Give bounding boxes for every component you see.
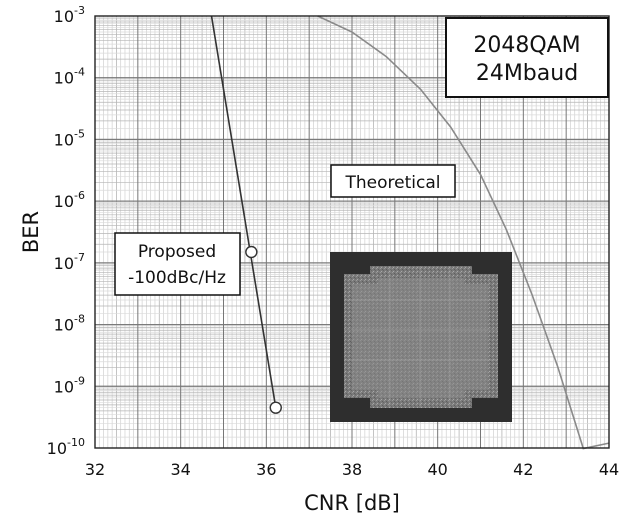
proposed-label: Proposed [138,242,216,262]
proposed-data-point [269,401,282,414]
y-tick-label: 10-3 [54,4,85,26]
y-tick-label: 10-8 [54,313,85,335]
proposed-sublabel: -100dBc/Hz [128,268,226,288]
constellation-inset [330,252,512,422]
proposed-annotation: Proposed -100dBc/Hz [114,232,241,296]
plot-frame [94,15,610,449]
y-tick-label: 10-9 [54,374,85,396]
series-theoretical-line [317,15,610,450]
x-tick-label: 34 [170,460,190,479]
y-tick-labels: 10-3 10-4 10-5 10-6 10-7 10-8 10-9 10-10 [47,4,85,458]
x-tick-labels: 32 34 36 38 40 42 44 [85,460,619,479]
proposed-data-point [245,245,258,259]
baud-label: 24Mbaud [476,61,578,86]
y-tick-label: 10-7 [54,251,85,273]
series-proposed-line [210,15,277,408]
x-tick-label: 40 [427,460,447,479]
y-tick-label: 10-5 [54,127,85,149]
series-proposed-markers [245,245,282,414]
x-tick-label: 32 [85,460,105,479]
theoretical-annotation: Theoretical [330,164,456,198]
x-tick-label: 42 [513,460,533,479]
modulation-label: 2048QAM [473,33,580,58]
y-tick-label: 10-6 [54,189,85,211]
x-tick-label: 44 [599,460,619,479]
modulation-box: 2048QAM 24Mbaud [445,17,609,98]
x-axis-title: CNR [dB] [304,491,400,515]
y-axis-title: BER [19,211,43,253]
theoretical-label: Theoretical [345,173,441,193]
y-tick-label: 10-4 [54,66,85,88]
x-tick-label: 38 [342,460,362,479]
x-tick-label: 36 [256,460,276,479]
y-tick-label: 10-10 [47,436,85,458]
